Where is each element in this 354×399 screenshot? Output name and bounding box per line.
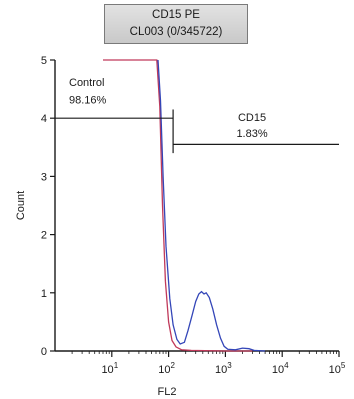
y-tick-label: 4 [41,113,47,125]
parameter-label: CD15 PE [152,9,200,21]
y-tick-label: 0 [41,346,47,358]
histogram-series-2 [157,59,266,352]
x-tick-label: 105 [329,361,346,376]
gate-label-cd15: CD15 [238,112,266,124]
x-tick-label: 104 [272,361,289,376]
y-tick-label: 1 [41,288,47,300]
gate-percent-cd15: 1.83% [236,128,267,140]
y-tick-label: 3 [41,171,47,183]
sample-label: CL003 (0/345722) [129,26,223,38]
y-axis-title: Count [15,191,27,220]
x-tick-label: 102 [158,361,175,376]
histogram-series-1 [103,59,253,352]
x-tick-label: 103 [215,361,232,376]
x-tick-label: 101 [101,361,118,376]
y-tick-label: 5 [41,55,47,67]
gate-label-control: Control [69,77,104,89]
histogram-title-box: CD15 PE CL003 (0/345722) [104,4,248,44]
plot-area [55,60,339,351]
gate-percent-control: 98.16% [69,95,107,107]
y-tick-label: 2 [41,230,47,242]
x-axis-title: FL2 [158,386,177,398]
